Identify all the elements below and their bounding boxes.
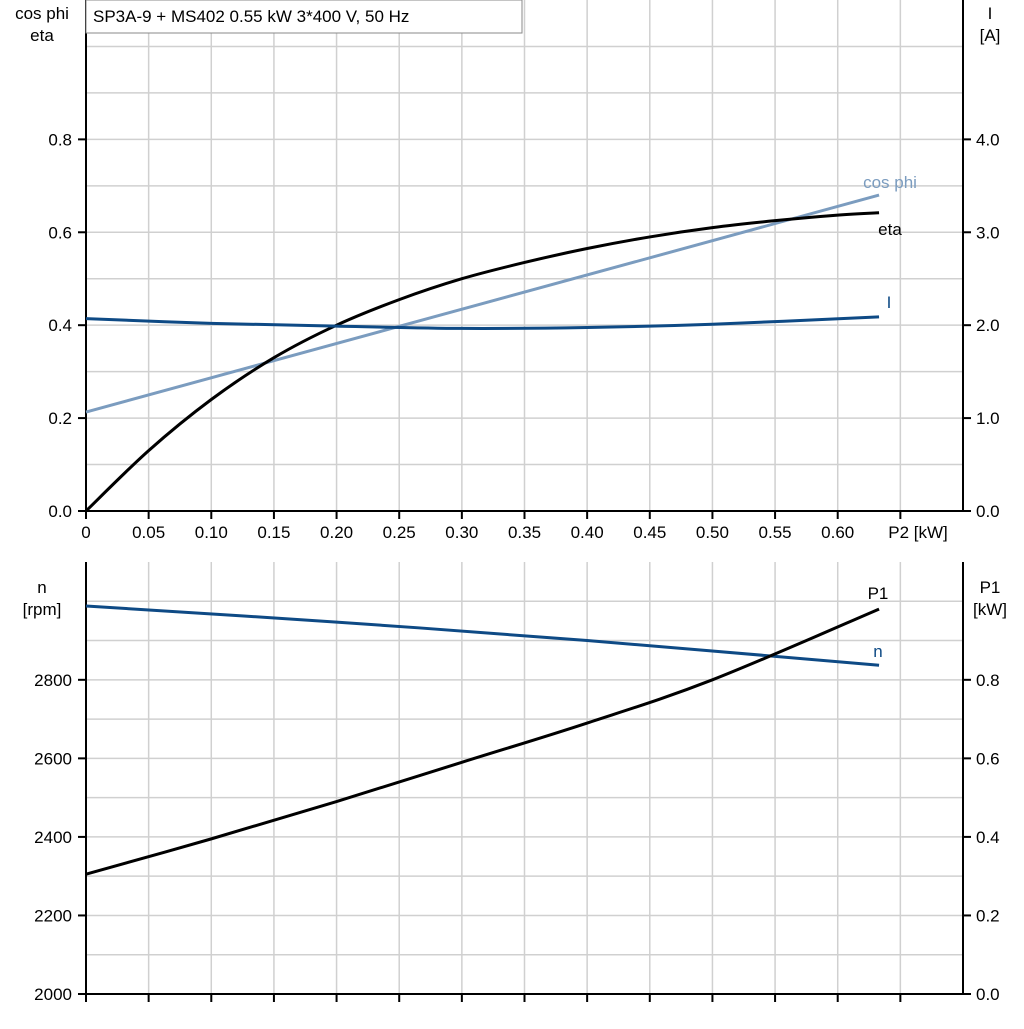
series-label-I: I	[887, 293, 892, 312]
x-tick-label: 0.20	[320, 523, 353, 542]
y-axis-label-left: eta	[30, 26, 54, 45]
y-tick-label-right: 0.8	[976, 671, 1000, 690]
series-line-P1	[85, 607, 880, 876]
y-tick-label-left: 2600	[34, 749, 72, 768]
title-box	[85, 0, 523, 34]
y-axis-label-right: I	[988, 4, 993, 23]
series-line-cos-phi	[85, 193, 880, 414]
x-tick-label: 0.15	[257, 523, 290, 542]
y-tick-label-left: 0.2	[48, 409, 72, 428]
chart-title: SP3A-9 + MS402 0.55 kW 3*400 V, 50 Hz	[93, 7, 409, 26]
y-axis-label-left: cos phi	[15, 4, 69, 23]
x-tick-label: 0.40	[571, 523, 604, 542]
y-tick-label-right: 0.6	[976, 749, 1000, 768]
y-tick-label-left: 2800	[34, 671, 72, 690]
x-axis-label: P2 [kW]	[888, 523, 948, 542]
series-label-n: n	[873, 642, 882, 661]
y-axis-label-left: n	[37, 578, 46, 597]
x-tick-label: 0.35	[508, 523, 541, 542]
series-line-n	[85, 604, 880, 667]
y-tick-label-left: 0.4	[48, 316, 72, 335]
x-tick-label: 0.55	[759, 523, 792, 542]
y-tick-label-right: 0.2	[976, 906, 1000, 925]
y-tick-label-left: 2000	[34, 985, 72, 1004]
x-tick-label: 0.45	[633, 523, 666, 542]
series-label-cos-phi: cos phi	[863, 173, 917, 192]
y-tick-label-left: 0.0	[48, 502, 72, 521]
x-tick-label: 0.30	[445, 523, 478, 542]
y-axis-label-right: P1	[980, 578, 1001, 597]
y-tick-label-right: 1.0	[976, 409, 1000, 428]
x-tick-label: 0.60	[821, 523, 854, 542]
y-tick-label-right: 0.0	[976, 502, 1000, 521]
x-tick-label: 0.50	[696, 523, 729, 542]
x-tick-label: 0.05	[132, 523, 165, 542]
x-tick-label: 0.25	[383, 523, 416, 542]
y-tick-label-right: 0.4	[976, 828, 1000, 847]
y-tick-label-left: 0.8	[48, 130, 72, 149]
y-tick-label-right: 4.0	[976, 130, 1000, 149]
x-tick-label: 0.10	[195, 523, 228, 542]
y-tick-label-left: 2400	[34, 828, 72, 847]
y-tick-label-left: 0.6	[48, 223, 72, 242]
y-axis-label-right: [kW]	[973, 600, 1007, 619]
series-label-eta: eta	[878, 220, 902, 239]
y-tick-label-right: 0.0	[976, 985, 1000, 1004]
y-axis-label-right: [A]	[980, 26, 1001, 45]
y-tick-label-right: 2.0	[976, 316, 1000, 335]
series-line-eta	[84, 211, 880, 513]
x-tick-label: 0	[81, 523, 90, 542]
y-tick-label-right: 3.0	[976, 223, 1000, 242]
series-label-P1: P1	[868, 584, 889, 603]
y-tick-label-left: 2200	[34, 906, 72, 925]
y-axis-label-left: [rpm]	[23, 600, 62, 619]
series-line-I	[85, 315, 880, 330]
